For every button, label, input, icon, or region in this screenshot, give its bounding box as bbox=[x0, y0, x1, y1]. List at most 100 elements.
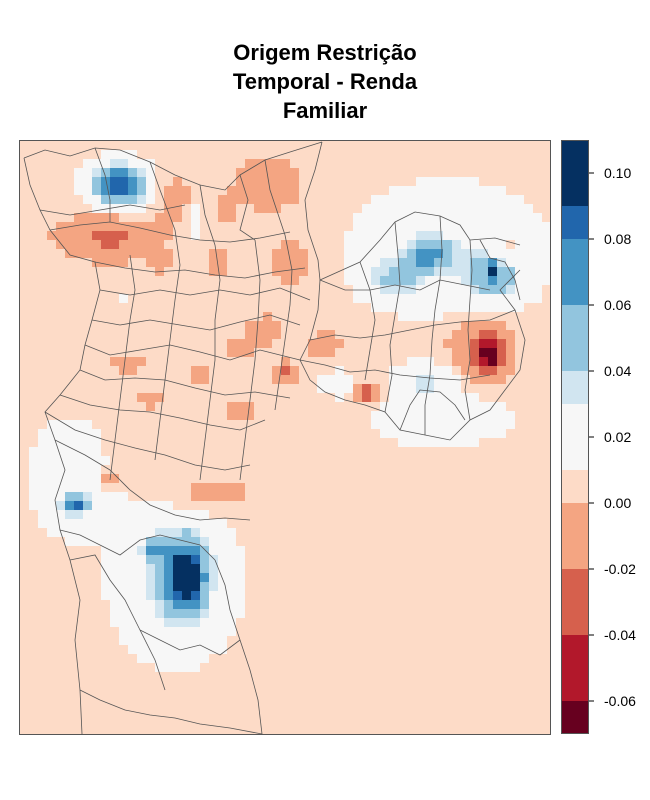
raster-cell bbox=[101, 195, 110, 204]
raster-cell bbox=[128, 591, 137, 600]
raster-cell bbox=[164, 645, 173, 654]
raster-cell bbox=[128, 573, 137, 582]
raster-cell bbox=[47, 474, 56, 483]
raster-cell bbox=[398, 240, 407, 249]
raster-cell bbox=[191, 537, 200, 546]
raster-cell bbox=[164, 564, 173, 573]
raster-cell bbox=[47, 483, 56, 492]
raster-cell bbox=[497, 249, 506, 258]
raster-cell bbox=[119, 492, 128, 501]
raster-cell bbox=[119, 537, 128, 546]
raster-cell bbox=[434, 267, 443, 276]
raster-cell bbox=[479, 240, 488, 249]
raster-cell bbox=[479, 303, 488, 312]
raster-cell bbox=[524, 294, 533, 303]
raster-cell bbox=[218, 618, 227, 627]
raster-cell bbox=[452, 339, 461, 348]
raster-cell bbox=[407, 357, 416, 366]
raster-cell bbox=[443, 411, 452, 420]
raster-cell bbox=[371, 258, 380, 267]
raster-cell bbox=[443, 339, 452, 348]
raster-cell bbox=[182, 600, 191, 609]
raster-cell bbox=[425, 420, 434, 429]
raster-cell bbox=[110, 249, 119, 258]
raster-cell bbox=[137, 510, 146, 519]
raster-cell bbox=[542, 258, 551, 267]
raster-cell bbox=[524, 249, 533, 258]
raster-cell bbox=[281, 366, 290, 375]
raster-cell bbox=[164, 195, 173, 204]
raster-cell bbox=[209, 636, 218, 645]
raster-cell bbox=[182, 573, 191, 582]
raster-cell bbox=[380, 249, 389, 258]
raster-cell bbox=[227, 528, 236, 537]
raster-cell bbox=[218, 636, 227, 645]
raster-cell bbox=[146, 555, 155, 564]
raster-cell bbox=[398, 204, 407, 213]
raster-cell bbox=[137, 645, 146, 654]
raster-cell bbox=[92, 168, 101, 177]
raster-cell bbox=[164, 222, 173, 231]
raster-cell bbox=[389, 258, 398, 267]
raster-cell bbox=[47, 438, 56, 447]
raster-cell bbox=[506, 303, 515, 312]
raster-cell bbox=[236, 573, 245, 582]
raster-cell bbox=[146, 177, 155, 186]
raster-cell bbox=[344, 267, 353, 276]
raster-cell bbox=[434, 393, 443, 402]
raster-cell bbox=[497, 339, 506, 348]
raster-cell bbox=[56, 465, 65, 474]
raster-cell bbox=[155, 645, 164, 654]
raster-cell bbox=[353, 384, 362, 393]
raster-cell bbox=[461, 330, 470, 339]
raster-cell bbox=[425, 429, 434, 438]
raster-cell bbox=[434, 411, 443, 420]
raster-cell bbox=[497, 285, 506, 294]
raster-cell bbox=[110, 492, 119, 501]
raster-cell bbox=[497, 258, 506, 267]
raster-cell bbox=[182, 195, 191, 204]
raster-cell bbox=[407, 240, 416, 249]
raster-cell bbox=[173, 663, 182, 672]
raster-cell bbox=[398, 393, 407, 402]
raster-cell bbox=[443, 303, 452, 312]
raster-cell bbox=[227, 591, 236, 600]
raster-cell bbox=[227, 600, 236, 609]
raster-cell bbox=[74, 456, 83, 465]
raster-cell bbox=[128, 186, 137, 195]
raster-cell bbox=[398, 402, 407, 411]
raster-cell bbox=[506, 420, 515, 429]
raster-cell bbox=[452, 249, 461, 258]
raster-cell bbox=[110, 150, 119, 159]
raster-cell bbox=[443, 177, 452, 186]
raster-cell bbox=[164, 528, 173, 537]
raster-cell bbox=[155, 573, 164, 582]
raster-cell bbox=[407, 204, 416, 213]
raster-cell bbox=[92, 456, 101, 465]
raster-cell bbox=[416, 186, 425, 195]
raster-cell bbox=[488, 213, 497, 222]
raster-cell bbox=[65, 420, 74, 429]
raster-cell bbox=[344, 258, 353, 267]
raster-cell bbox=[416, 303, 425, 312]
raster-cell bbox=[479, 429, 488, 438]
raster-cell bbox=[353, 222, 362, 231]
raster-cell bbox=[200, 591, 209, 600]
raster-cell bbox=[173, 213, 182, 222]
legend-tick-label: -0.06 bbox=[604, 693, 636, 709]
raster-cell bbox=[56, 474, 65, 483]
raster-cell bbox=[497, 276, 506, 285]
raster-cell bbox=[407, 393, 416, 402]
raster-cell bbox=[29, 465, 38, 474]
raster-cell bbox=[128, 609, 137, 618]
raster-cell bbox=[119, 600, 128, 609]
raster-cell bbox=[200, 483, 209, 492]
raster-cell bbox=[56, 447, 65, 456]
raster-cell bbox=[452, 222, 461, 231]
raster-cell bbox=[434, 294, 443, 303]
raster-cell bbox=[38, 456, 47, 465]
raster-cell bbox=[38, 429, 47, 438]
raster-cell bbox=[272, 375, 281, 384]
raster-cell bbox=[398, 186, 407, 195]
raster-cell bbox=[434, 366, 443, 375]
